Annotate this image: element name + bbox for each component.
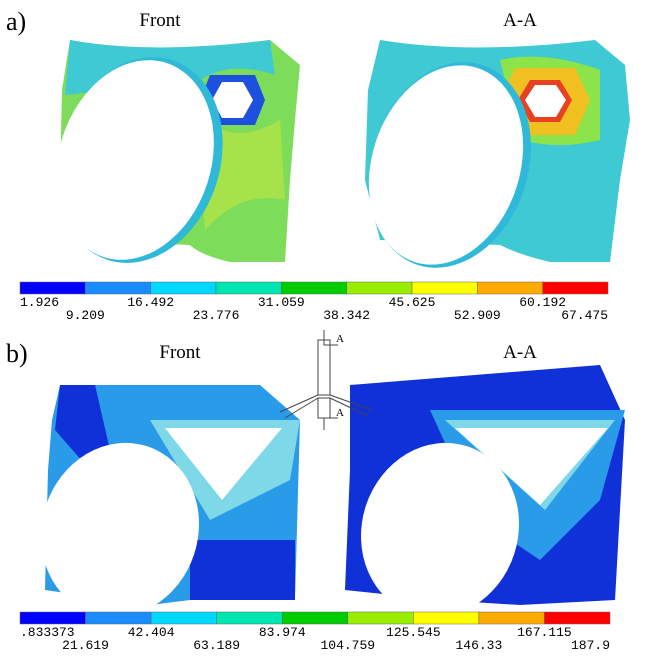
colorbar-segment — [281, 282, 346, 294]
colorbar-label: 167.115 — [517, 625, 572, 640]
colorbar-label: 67.475 — [561, 308, 608, 323]
colorbar-segment — [544, 612, 610, 624]
section-mark: A — [336, 407, 344, 419]
colorbar-segment — [347, 282, 412, 294]
colorbar-segment — [479, 612, 545, 624]
colorbar-segment — [217, 612, 283, 624]
contour-a-section — [343, 40, 630, 289]
contour-a-front — [31, 35, 300, 284]
colorbar-segment — [348, 612, 414, 624]
colorbar-label: 52.909 — [454, 308, 501, 323]
colorbar-segment — [86, 612, 152, 624]
colorbar-label: 104.759 — [320, 638, 375, 653]
colorbar-label: 42.404 — [128, 625, 175, 640]
colorbar-segment — [216, 282, 281, 294]
contour-b-section — [339, 365, 625, 638]
colorbar-label: 146.33 — [455, 638, 502, 653]
panel-title: Front — [159, 342, 201, 363]
colorbar-label: 38.342 — [323, 308, 370, 323]
colorbar-label: 23.776 — [193, 308, 240, 323]
colorbar-label: 63.189 — [193, 638, 240, 653]
colorbar-segment — [20, 612, 86, 624]
colorbar-label: 31.059 — [258, 295, 305, 310]
colorbar-label: 21.619 — [62, 638, 109, 653]
colorbar-label: 16.492 — [127, 295, 174, 310]
colorbar-label: 187.9 — [571, 638, 610, 653]
colorbar-segment — [151, 612, 217, 624]
panel-title: Front — [139, 10, 181, 31]
colorbar-segment — [20, 282, 85, 294]
colorbar-label: 45.625 — [389, 295, 436, 310]
colorbar-label: 83.974 — [259, 625, 306, 640]
colorbar-label: 125.545 — [386, 625, 441, 640]
colorbar-segment — [413, 612, 479, 624]
colorbar-label: 1.926 — [20, 295, 59, 310]
colorbar-label: 9.209 — [66, 308, 105, 323]
colorbar-segment — [477, 282, 542, 294]
section-mark: A — [336, 333, 344, 345]
panel-label: a) — [6, 7, 26, 36]
colorbar-segment — [412, 282, 477, 294]
panel-title: A-A — [503, 10, 537, 31]
colorbar-segment — [282, 612, 348, 624]
panel-title: A-A — [503, 342, 537, 363]
colorbar-segment — [543, 282, 608, 294]
contour-b-front — [19, 385, 300, 638]
colorbar-label: 60.192 — [519, 295, 566, 310]
panel-label: b) — [6, 339, 28, 368]
colorbar-segment — [85, 282, 150, 294]
figure: a) Front A-A b) Front A-A A A 1.926 9.209… — [0, 0, 669, 657]
colorbar-segment — [151, 282, 216, 294]
